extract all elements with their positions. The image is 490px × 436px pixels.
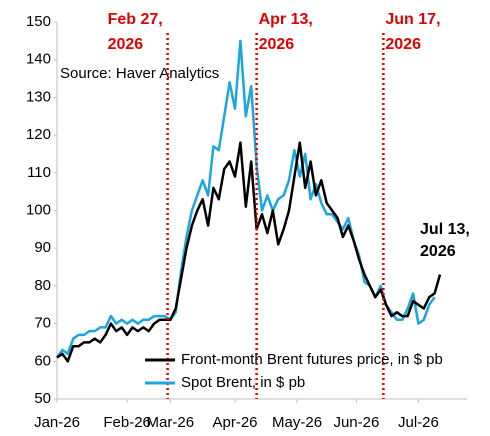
y-tick-label: 50 bbox=[34, 390, 51, 407]
y-tick-label: 70 bbox=[34, 315, 51, 332]
y-tick-label: 130 bbox=[26, 88, 51, 105]
source-note: Source: Haver Analytics bbox=[60, 65, 219, 82]
y-tick-label: 110 bbox=[27, 164, 51, 181]
annotation: Jul 13, bbox=[420, 221, 470, 238]
event-label: Feb 27, bbox=[108, 11, 163, 28]
x-tick-label: Apr-26 bbox=[213, 414, 258, 431]
x-tick-label: Jan-26 bbox=[34, 414, 80, 431]
x-tick-label: May-26 bbox=[272, 414, 322, 431]
y-tick-label: 120 bbox=[26, 126, 51, 143]
y-tick-label: 60 bbox=[34, 352, 51, 369]
event-label: 2026 bbox=[259, 36, 295, 53]
event-label: 2026 bbox=[108, 36, 144, 53]
event-label: Apr 13, bbox=[259, 11, 313, 28]
x-tick-label: Jun-26 bbox=[333, 414, 379, 431]
x-tick-label: Feb-26 bbox=[103, 414, 151, 431]
legend-label: Front-month Brent futures price, in $ pb bbox=[181, 351, 443, 368]
series-line bbox=[56, 141, 442, 363]
y-tick-label: 90 bbox=[34, 239, 51, 256]
annotation: 2026 bbox=[420, 243, 456, 260]
event-label: 2026 bbox=[385, 36, 421, 53]
y-tick-label: 150 bbox=[26, 13, 51, 30]
series-group bbox=[55, 39, 442, 363]
x-tick-label: Jul-26 bbox=[398, 414, 439, 431]
x-tick-label: Mar-26 bbox=[147, 414, 195, 431]
y-tick-label: 80 bbox=[34, 277, 51, 294]
legend-label: Spot Brent, in $ pb bbox=[181, 374, 305, 391]
event-label: Jun 17, bbox=[385, 11, 440, 28]
y-tick-label: 100 bbox=[26, 201, 51, 218]
y-tick-label: 140 bbox=[26, 51, 51, 68]
